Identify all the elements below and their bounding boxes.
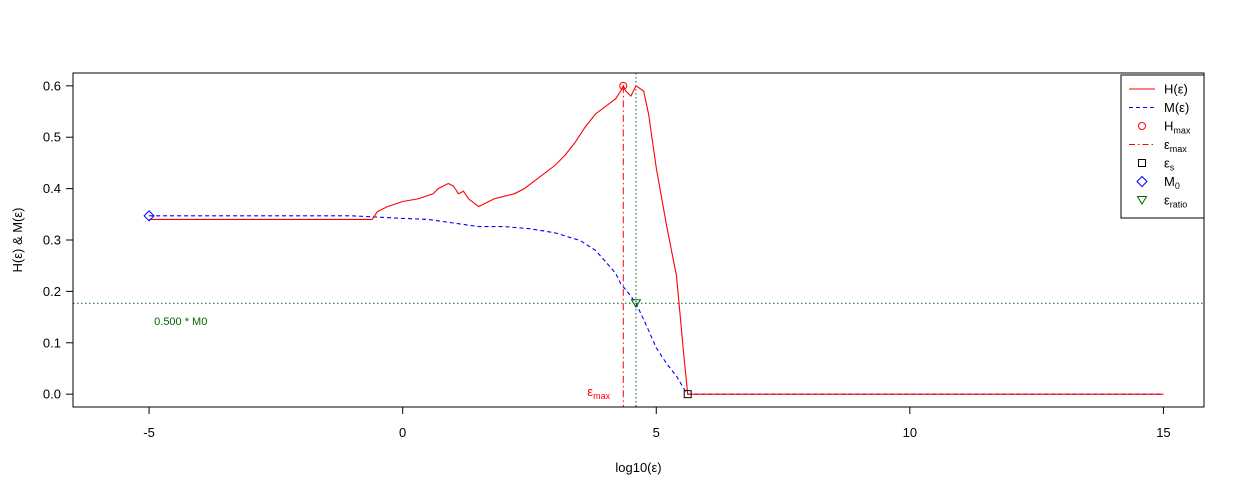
legend-item: M0 <box>1136 174 1180 191</box>
y-tick-label: 0.0 <box>43 387 61 402</box>
y-axis-label: H(ε) & M(ε) <box>10 207 25 272</box>
plot-area: 0.500 * M0 εmax <box>72 72 1205 408</box>
y-axis: 0.0 0.1 0.2 0.3 0.4 0.5 0.6 <box>43 78 74 402</box>
markers <box>143 81 692 399</box>
legend-label: εmax <box>1164 137 1187 154</box>
legend-box <box>1120 74 1205 219</box>
series-h-path <box>149 84 1164 395</box>
eps-max-annotation-main: ε <box>587 384 593 399</box>
eps-max-annotation-sub: max <box>593 391 611 401</box>
y-tick-label: 0.5 <box>43 130 61 145</box>
legend-label: εratio <box>1164 193 1187 210</box>
eps-max-annotation: εmax <box>587 384 610 401</box>
x-tick-label: 15 <box>1156 425 1170 440</box>
legend-swatch <box>1138 122 1146 130</box>
hmax-marker <box>619 81 628 90</box>
legend-label: εs <box>1164 156 1175 173</box>
x-tick-label: -5 <box>143 425 155 440</box>
legend-item: εs <box>1138 156 1175 173</box>
series-m-line <box>149 215 1164 395</box>
eps-s-marker <box>683 390 692 399</box>
series-m-path <box>149 215 1164 395</box>
y-tick-label: 0.4 <box>43 181 61 196</box>
x-axis-label: log10(ε) <box>615 460 661 475</box>
legend-swatch <box>1136 175 1148 188</box>
m0-marker <box>143 210 155 222</box>
legend-swatch <box>1138 159 1146 167</box>
legend-swatch <box>1136 196 1148 205</box>
y-tick-label: 0.1 <box>43 335 61 350</box>
legend-label: H(ε) <box>1164 82 1188 97</box>
legend-item: H(ε) <box>1129 82 1188 97</box>
legend-item: Hmax <box>1138 119 1191 136</box>
x-tick-label: 0 <box>399 425 406 440</box>
y-tick-label: 0.2 <box>43 284 61 299</box>
y-tick-label: 0.3 <box>43 233 61 248</box>
y-tick-label: 0.6 <box>43 78 61 93</box>
legend-item: M(ε) <box>1129 100 1189 115</box>
plot-frame <box>72 72 1205 408</box>
legend-label: M(ε) <box>1164 100 1189 115</box>
legend-label: M0 <box>1164 174 1180 191</box>
legend-item: εmax <box>1129 137 1187 154</box>
x-axis: -5 0 5 10 15 <box>143 406 1171 440</box>
series-h-line <box>149 84 1164 395</box>
x-tick-label: 5 <box>653 425 660 440</box>
legend-label: Hmax <box>1164 119 1191 136</box>
eps-ratio-marker <box>630 299 642 309</box>
x-tick-label: 10 <box>903 425 917 440</box>
legend-item: εratio <box>1136 193 1187 210</box>
half-m0-annotation: 0.500 * M0 <box>154 316 207 328</box>
